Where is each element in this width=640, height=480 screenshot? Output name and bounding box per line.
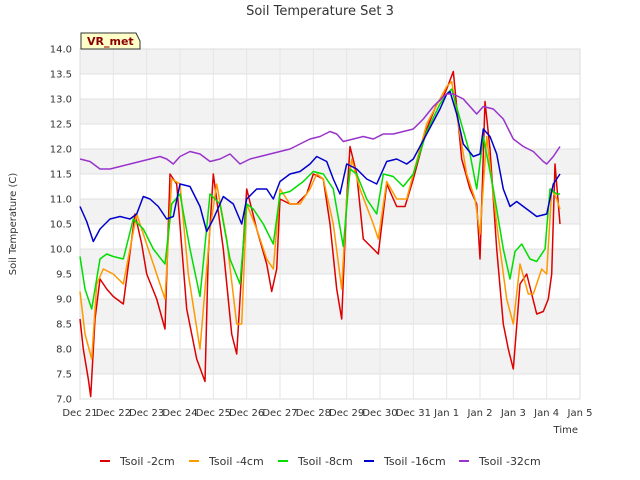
y-tick-label: 14.0 — [50, 45, 72, 56]
legend-item: Tsoil -32cm — [459, 455, 541, 468]
y-tick-label: 12.5 — [50, 120, 72, 131]
y-tick-label: 8.5 — [56, 320, 72, 331]
y-tick-label: 11.5 — [50, 170, 72, 181]
vr-met-annotation: VR_met — [80, 32, 141, 50]
y-tick-label: 13.0 — [50, 95, 72, 106]
legend-label: Tsoil -16cm — [383, 455, 446, 468]
series-line-tsoil-32cm — [79, 93, 561, 170]
y-tick-label: 7.0 — [56, 395, 72, 406]
y-axis-label: Soil Temperature (C) — [8, 173, 19, 276]
annotation-label: VR_met — [87, 35, 134, 48]
annotation-box — [80, 32, 141, 50]
y-tick-label: 7.5 — [56, 370, 72, 381]
x-tick-label: Dec 29 — [329, 408, 364, 419]
x-tick-label: Dec 27 — [262, 408, 297, 419]
series-line-tsoil-8cm — [79, 88, 560, 310]
series-line-tsoil-4cm — [79, 80, 561, 360]
y-tick-label: 8.0 — [56, 345, 72, 356]
chart-title: Soil Temperature Set 3 — [246, 4, 394, 19]
legend-label: Tsoil -8cm — [297, 455, 353, 468]
x-tick-label: Dec 28 — [296, 408, 331, 419]
legend: Tsoil -2cm Tsoil -4cm Tsoil -8cm Tsoil -16c… — [100, 455, 541, 468]
legend-item: Tsoil -2cm — [100, 455, 175, 468]
y-tick-label: 11.0 — [50, 195, 72, 206]
x-axis-label: Time — [553, 425, 578, 436]
background-band — [80, 349, 580, 374]
x-tick-label: Dec 21 — [62, 408, 97, 419]
x-tick-label: Jan 2 — [467, 408, 493, 419]
x-tick-label: Dec 25 — [196, 408, 231, 419]
legend-label: Tsoil -4cm — [208, 455, 264, 468]
x-tick-label: Dec 22 — [96, 408, 131, 419]
background-band — [80, 49, 580, 74]
background-band — [80, 299, 580, 324]
y-tick-label: 10.0 — [50, 245, 72, 256]
x-tick-label: Dec 23 — [129, 408, 164, 419]
plot-frame — [79, 48, 581, 400]
x-tick-label: Jan 1 — [433, 408, 459, 419]
y-tick-label: 12.0 — [50, 145, 72, 156]
legend-item: Tsoil -8cm — [278, 455, 353, 468]
y-tick-label: 9.0 — [56, 295, 72, 306]
legend-item: Tsoil -16cm — [364, 455, 446, 468]
y-axis-ticks: 7.0 7.5 8.0 8.5 9.0 9.5 10.0 10.5 11.0 11.5 12.0 12… — [50, 45, 72, 406]
x-tick-label: Jan 4 — [533, 408, 559, 419]
legend-label: Tsoil -32cm — [478, 455, 541, 468]
series-line-tsoil-2cm — [79, 70, 561, 398]
background-band — [80, 99, 580, 124]
x-tick-label: Jan 3 — [500, 408, 526, 419]
y-tick-label: 13.5 — [50, 70, 72, 81]
legend-label: Tsoil -2cm — [119, 455, 175, 468]
x-tick-label: Dec 30 — [362, 408, 397, 419]
x-tick-label: Dec 31 — [396, 408, 431, 419]
series-lines — [79, 70, 561, 398]
y-tick-label: 9.5 — [56, 270, 72, 281]
legend-item: Tsoil -4cm — [189, 455, 264, 468]
x-tick-label: Dec 26 — [229, 408, 264, 419]
series-line-tsoil-16cm — [79, 90, 561, 243]
y-tick-label: 10.5 — [50, 220, 72, 231]
x-tick-label: Dec 24 — [162, 408, 197, 419]
x-tick-label: Jan 5 — [567, 408, 593, 419]
